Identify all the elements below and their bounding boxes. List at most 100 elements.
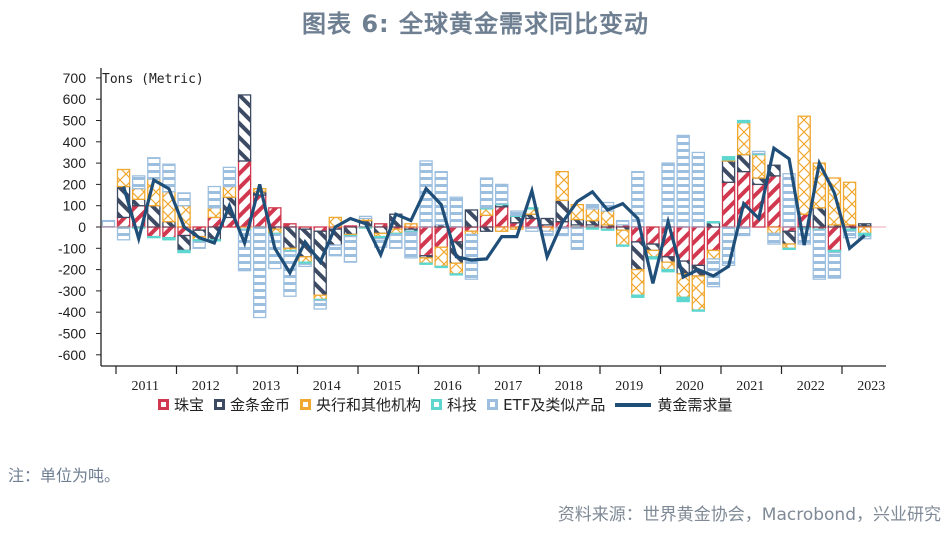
bar-segment (525, 226, 539, 232)
svg-text:-300: -300 (58, 283, 86, 299)
bar-segment (585, 208, 600, 222)
bar-segment (404, 231, 418, 259)
bar-segment (676, 134, 690, 228)
central-banks-swatch-icon (300, 399, 312, 410)
svg-text:2018: 2018 (555, 379, 583, 394)
footnote: 注：单位为吨。 (8, 466, 121, 485)
bar-segment (434, 246, 448, 268)
bar-segment (721, 160, 736, 183)
bar-segment (177, 192, 191, 207)
bar-segment (797, 115, 811, 215)
bar-segment (479, 214, 494, 228)
bar-segment (147, 235, 161, 239)
etf-swatch-icon (487, 399, 499, 410)
bar-segment (147, 157, 161, 180)
bar-coin-swatch-icon (214, 399, 226, 410)
svg-text:2013: 2013 (252, 379, 280, 394)
bar-segment (343, 226, 358, 236)
bar-segment (615, 229, 630, 246)
legend-item-jewellery[interactable]: 珠宝 (158, 394, 204, 415)
bar-segment (268, 233, 282, 270)
bar-segment (207, 216, 222, 228)
bar-segment (525, 217, 539, 228)
svg-text:2016: 2016 (434, 379, 462, 394)
bar-segment (434, 265, 448, 269)
bar-segment (449, 273, 464, 276)
bar-segment (540, 217, 554, 226)
legend-item-etf[interactable]: ETF及类似产品 (487, 394, 605, 415)
bar-segment (570, 218, 585, 226)
bar-segment (252, 227, 267, 319)
bar-segment (494, 183, 509, 205)
bar-segment (691, 275, 706, 311)
bar-segment (782, 230, 796, 245)
bar-segment (177, 234, 191, 252)
bar-segment (101, 219, 116, 228)
svg-text:-200: -200 (58, 262, 86, 278)
bar-segment (857, 223, 872, 227)
bar-segment (706, 226, 721, 252)
bar-segment (661, 268, 675, 273)
bar-segment (177, 249, 191, 254)
plot-area: 700 600 500 400 300 200 100 0 -100 -200 -300 -400 -5… (58, 68, 886, 394)
legend-item-technology[interactable]: 科技 (431, 394, 477, 415)
bar-segment (736, 121, 751, 156)
svg-text:2015: 2015 (373, 379, 401, 394)
bar-segment (162, 226, 176, 239)
bar-segment (328, 244, 343, 257)
bar-segment (419, 257, 433, 264)
bar-segment (631, 294, 645, 298)
legend-label: ETF及类似产品 (503, 396, 606, 414)
bar-segment (767, 226, 781, 235)
bar-segment (298, 263, 312, 268)
svg-text:2020: 2020 (676, 379, 704, 394)
bar-segment (283, 226, 297, 249)
svg-text:2017: 2017 (494, 379, 522, 394)
bar-segment (419, 226, 433, 257)
bar-segment (131, 198, 146, 207)
legend-label: 科技 (447, 396, 478, 414)
chart-legend: 珠宝 金条金币 央行和其他机构 科技 ETF及类似产品 黄金需求量 (158, 394, 742, 415)
bar-segment (842, 230, 857, 239)
svg-text:2023: 2023 (857, 379, 885, 394)
svg-text:200: 200 (63, 176, 87, 192)
bar-segment (343, 235, 358, 263)
bar-segment (646, 226, 660, 245)
svg-text:2011: 2011 (132, 379, 159, 394)
bar-segment (222, 166, 237, 188)
bar-segment (494, 206, 509, 228)
bar-segment (676, 296, 690, 303)
svg-text:300: 300 (63, 155, 87, 171)
legend-item-gold-demand[interactable]: 黄金需求量 (615, 394, 732, 415)
svg-text:2021: 2021 (736, 379, 764, 394)
bar-segment (358, 215, 373, 220)
bar-segment (192, 241, 206, 249)
bar-segment (131, 188, 146, 200)
bar-segment (389, 233, 403, 249)
bar-segment (464, 233, 479, 280)
bar-segment (449, 196, 464, 228)
bar-segment (646, 249, 660, 258)
bar-segment (661, 256, 675, 263)
bar-segment (600, 228, 615, 231)
bar-segment (585, 203, 600, 210)
legend-label: 金条金币 (230, 396, 291, 414)
svg-text:500: 500 (63, 113, 87, 129)
bar-segment (752, 153, 766, 179)
bar-segment (721, 181, 736, 228)
legend-item-central-banks[interactable]: 央行和其他机构 (300, 394, 421, 415)
svg-text:600: 600 (63, 91, 87, 107)
svg-text:-400: -400 (58, 304, 86, 320)
legend-item-bar-coin[interactable]: 金条金币 (214, 394, 290, 415)
bar-segment (767, 232, 781, 245)
bar-segment (237, 94, 252, 162)
svg-text:0: 0 (78, 219, 86, 235)
gold-demand-chart: 700 600 500 400 300 200 100 0 -100 -200 -300 -400 -5… (58, 68, 886, 394)
bar-segment (570, 227, 585, 251)
bar-segment (752, 150, 766, 155)
bar-segment (298, 256, 312, 263)
bar-segment (842, 181, 857, 226)
bar-segment (147, 205, 161, 228)
technology-swatch-icon (431, 399, 443, 410)
bar-segment (237, 160, 252, 228)
